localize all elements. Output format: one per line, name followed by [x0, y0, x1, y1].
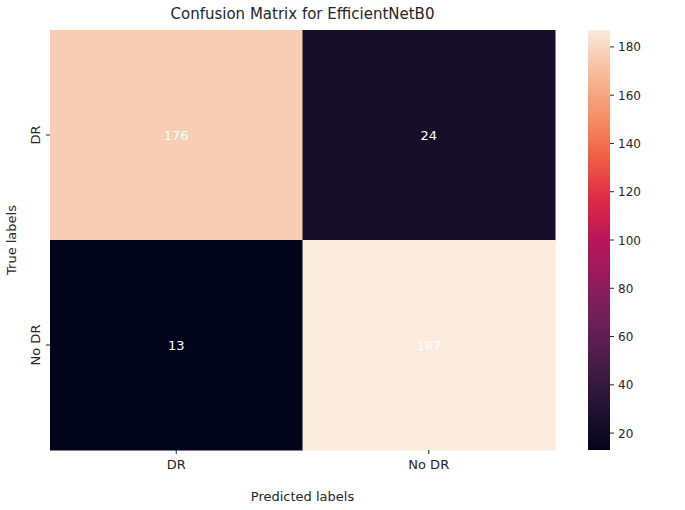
colorbar: [588, 30, 610, 450]
colorbar-tick: [610, 433, 614, 434]
colorbar-tick-label: 180: [618, 40, 641, 54]
y-tick: [46, 135, 50, 136]
cell: [303, 240, 556, 451]
x-tick: [428, 450, 429, 454]
colorbar-tick-label: 120: [618, 185, 641, 199]
title: Confusion Matrix for EfficientNetB0: [171, 5, 435, 23]
cell: [303, 30, 556, 241]
x-tick-label: DR: [167, 457, 186, 472]
x-tick-label: No DR: [408, 457, 449, 472]
colorbar-tick: [610, 143, 614, 144]
colorbar-tick: [610, 288, 614, 289]
chart: Confusion Matrix for EfficientNetB0 176 24…: [0, 0, 685, 510]
colorbar-tick: [610, 191, 614, 192]
colorbar-tick: [610, 384, 614, 385]
cell-label: 176: [164, 128, 189, 143]
x-tick: [176, 450, 177, 454]
cell-label: 24: [420, 128, 437, 143]
cell-label: 13: [168, 338, 185, 353]
y-axis-label: True labels: [4, 205, 19, 276]
colorbar-tick-label: 80: [618, 282, 633, 296]
x-axis-label: Predicted labels: [251, 489, 355, 504]
colorbar-tick-label: 100: [618, 234, 641, 248]
y-tick-label: DR: [28, 125, 43, 144]
y-tick-label: No DR: [28, 325, 43, 366]
colorbar-tick: [610, 336, 614, 337]
colorbar-tick-label: 60: [618, 330, 633, 344]
cell-label: 187: [416, 338, 441, 353]
colorbar-tick-label: 160: [618, 89, 641, 103]
y-tick: [46, 345, 50, 346]
colorbar-tick: [610, 95, 614, 96]
colorbar-tick: [610, 240, 614, 241]
cells: [50, 30, 556, 451]
colorbar-tick-label: 40: [618, 378, 633, 392]
cell: [50, 30, 303, 241]
cell: [50, 240, 303, 451]
colorbar-tick-label: 140: [618, 137, 641, 151]
colorbar-tick: [610, 46, 614, 47]
colorbar-tick-label: 20: [618, 427, 633, 441]
